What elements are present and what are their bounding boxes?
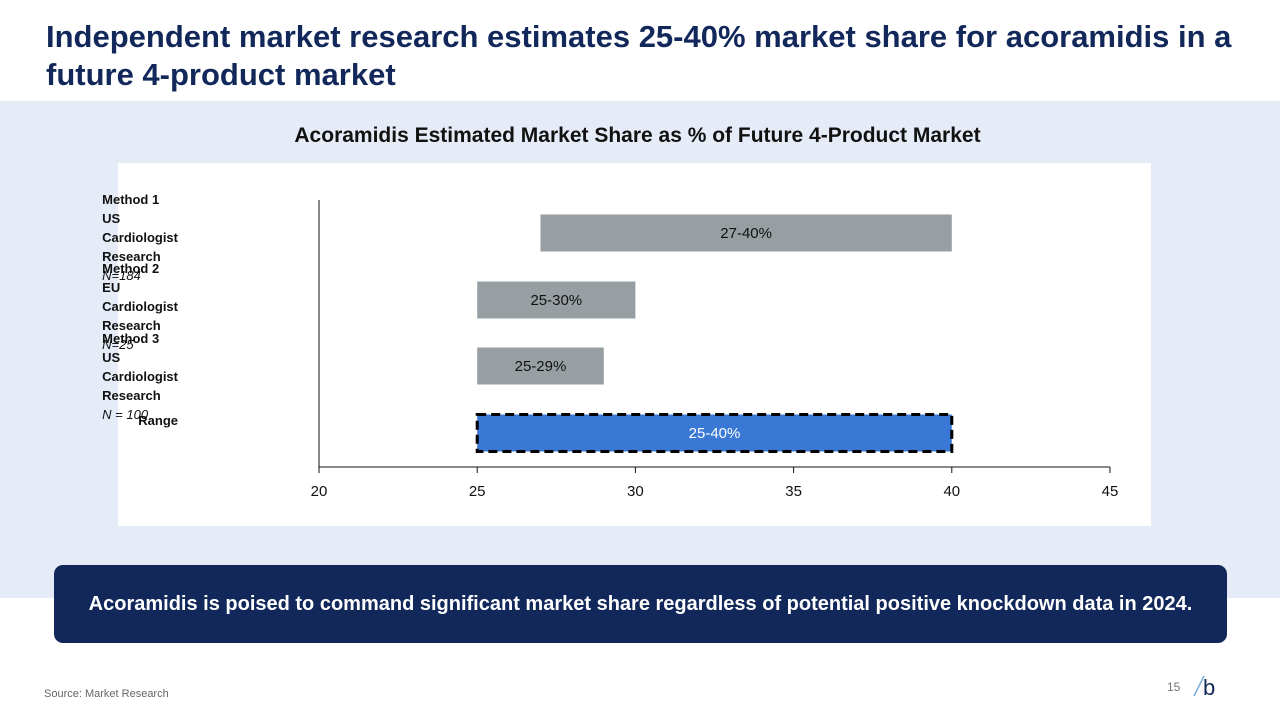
chart-panel: 20 25 30 35 40 45 27-40% 25-30% 25-29% 25-40% Met… — [102, 163, 1151, 526]
category-method-2-n: N=25 — [102, 337, 134, 352]
category-method-1-n: N=184 — [102, 268, 141, 283]
bar-1 — [540, 214, 952, 252]
bar-label-3: 25-29% — [515, 358, 567, 375]
category-label-method-1: Method 1 US Cardiologist Research N=184 — [102, 190, 178, 285]
category-method-2-source: EU Cardiologist Research — [102, 280, 178, 333]
category-label-method-3: Method 3 US Cardiologist Research N = 10… — [102, 329, 178, 424]
page-number: 15 — [1167, 680, 1181, 694]
category-label-method-2: Method 2 EU Cardiologist Research N=25 — [102, 259, 178, 354]
x-tick-label-45: 45 — [1102, 483, 1119, 500]
category-method-1-name: Method 1 — [102, 192, 160, 207]
x-tick-label-30: 30 — [627, 483, 644, 500]
market-share-chart: 20 25 30 35 40 45 27-40% 25-30% 25-29% 25-40% — [311, 200, 1119, 500]
category-label-range: Range — [138, 413, 178, 428]
bar-label-2: 25-30% — [530, 292, 582, 309]
bar-4 — [475, 413, 954, 453]
category-method-3-n: N = 100 — [102, 407, 149, 422]
category-method-1-source: US Cardiologist Research — [102, 211, 178, 264]
category-method-3-source: US Cardiologist Research — [102, 350, 178, 403]
category-method-3-name: Method 3 — [102, 331, 160, 346]
chart-title: Acoramidis Estimated Market Share as % o… — [294, 124, 981, 147]
bar-2 — [477, 281, 636, 319]
logo-letter: b — [1203, 675, 1215, 700]
company-logo-icon: b — [1193, 675, 1215, 700]
bar-label-4: 25-40% — [689, 425, 741, 442]
category-method-2-name: Method 2 — [102, 261, 160, 276]
slide-title: Independent market research estimates 25… — [46, 19, 1232, 92]
source-note: Source: Market Research — [44, 688, 169, 700]
x-tick-label-25: 25 — [469, 483, 486, 500]
x-tick-label-40: 40 — [943, 483, 960, 500]
bar-3 — [477, 347, 604, 385]
bar-label-1: 27-40% — [720, 225, 772, 242]
callout-text: Acoramidis is poised to command signific… — [88, 592, 1193, 615]
callout-box: Acoramidis is poised to command signific… — [54, 565, 1227, 643]
x-tick-label-35: 35 — [785, 483, 802, 500]
x-tick-label-20: 20 — [311, 483, 328, 500]
